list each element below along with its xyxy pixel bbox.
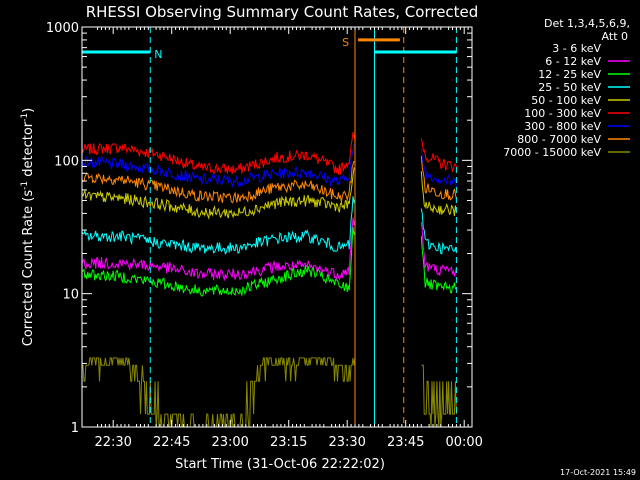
legend-entry-label-0: 3 - 6 keV	[552, 42, 601, 55]
legend-entry-label-2: 12 - 25 keV	[538, 68, 601, 81]
flag-label-S: S	[342, 36, 349, 49]
series-0-segment-1	[420, 138, 457, 173]
y-tick-label-0: 1	[71, 421, 79, 436]
series-3-segment-0	[81, 167, 356, 220]
flag-label-N: N	[154, 48, 162, 61]
y-axis-label: Corrected Count Rate (s-1 detector-1)	[20, 108, 36, 346]
series-6-segment-0	[81, 226, 356, 297]
x-tick-label-5: 23:45	[387, 435, 424, 450]
series-2-segment-0	[81, 160, 356, 204]
y-tick-label-1: 10	[62, 288, 79, 303]
series-6-segment-1	[420, 236, 457, 294]
series-4-segment-0	[81, 196, 356, 255]
series-2-segment-1	[420, 155, 457, 201]
series-7-segment-1	[420, 249, 457, 364]
x-tick-label-6: 00:00	[445, 435, 482, 450]
legend-entry-label-7: 800 - 7000 keV	[517, 133, 601, 146]
series-5-segment-1	[420, 221, 457, 278]
x-tick-label-0: 22:30	[94, 435, 131, 450]
x-axis-label: Start Time (31-Oct-06 22:22:02)	[175, 457, 385, 472]
series-7-segment-0	[81, 243, 356, 351]
series-4-segment-1	[420, 208, 457, 255]
legend-entry-label-5: 100 - 300 keV	[524, 107, 601, 120]
y-tick-label-2: 100	[54, 154, 79, 169]
x-tick-label-3: 23:15	[270, 435, 307, 450]
series-1-segment-0	[81, 143, 356, 189]
x-tick-label-4: 23:30	[328, 435, 365, 450]
series-5-segment-0	[81, 217, 356, 282]
legend-header-attenuator: Att 0	[602, 30, 628, 43]
y-tick-label-3: 1000	[46, 21, 79, 36]
legend-entry-label-6: 300 - 800 keV	[524, 120, 601, 133]
x-tick-label-2: 23:00	[211, 435, 248, 450]
vline-layer	[149, 27, 457, 427]
footer-timestamp: 17-Oct-2021 15:49	[560, 468, 636, 477]
x-tick-label-1: 22:45	[153, 435, 190, 450]
tick-layer: 22:30 22:45 23:00 23:15 23:30 23:45 00:00 1 10 10…	[46, 21, 483, 450]
chart-title: RHESSI Observing Summary Count Rates, Co…	[86, 3, 479, 21]
legend-entry-label-4: 50 - 100 keV	[531, 94, 601, 107]
series-layer	[81, 131, 457, 428]
legend-entry-label-3: 25 - 50 keV	[538, 81, 601, 94]
legend-entry-label-1: 6 - 12 keV	[545, 55, 601, 68]
legend-header-detectors: Det 1,3,4,5,6,9,	[544, 17, 630, 30]
flag-layer: NS	[82, 36, 457, 61]
series-3-segment-1	[420, 171, 457, 216]
series-0-segment-0	[81, 131, 356, 175]
series-1-segment-1	[420, 148, 457, 189]
legend-entry-label-8: 7000 - 15000 keV	[503, 146, 601, 159]
